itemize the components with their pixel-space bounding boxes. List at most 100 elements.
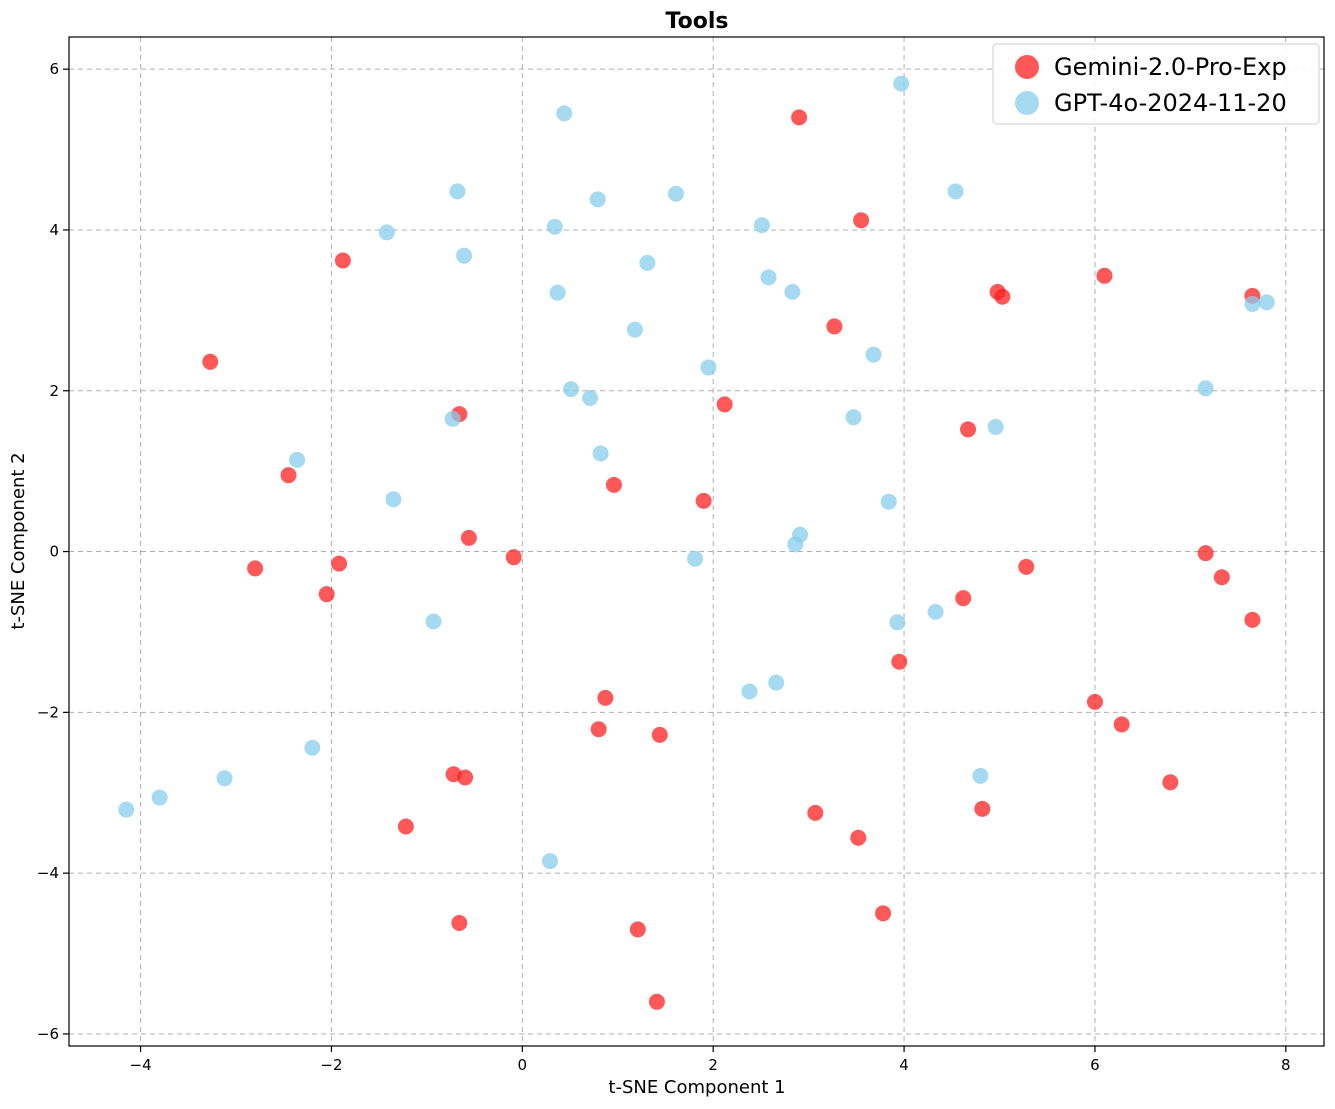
y-tick-label: 6 xyxy=(49,60,59,78)
data-point-gpt xyxy=(768,674,785,691)
data-point-gpt xyxy=(753,217,770,234)
data-point-gemini xyxy=(826,318,843,335)
data-point-gemini xyxy=(451,914,468,931)
data-point-gemini xyxy=(247,560,264,577)
data-point-gemini xyxy=(648,993,665,1010)
data-point-gemini xyxy=(280,467,297,484)
y-tick-label: 2 xyxy=(49,382,59,400)
chart-title: Tools xyxy=(666,9,729,34)
data-point-gpt xyxy=(378,224,395,241)
data-point-gpt xyxy=(741,683,758,700)
data-point-gemini xyxy=(1086,693,1103,710)
data-point-gpt xyxy=(549,284,566,301)
data-point-gpt xyxy=(385,491,402,508)
data-point-gpt xyxy=(700,359,717,376)
x-tick-label: −4 xyxy=(130,1056,152,1074)
data-point-gemini xyxy=(629,921,646,938)
data-point-gemini xyxy=(1096,267,1113,284)
data-point-gpt xyxy=(589,191,606,208)
x-tick-label: 4 xyxy=(899,1056,909,1074)
data-point-gemini xyxy=(202,353,219,370)
data-point-gemini xyxy=(460,529,477,546)
data-point-gemini xyxy=(318,586,335,603)
data-point-gemini xyxy=(651,726,668,743)
x-tick-label: −2 xyxy=(320,1056,342,1074)
data-point-gemini xyxy=(695,492,712,509)
data-point-gpt xyxy=(542,853,559,870)
data-point-gpt xyxy=(444,410,461,427)
data-point-gpt xyxy=(784,283,801,300)
data-point-gpt xyxy=(667,185,684,202)
data-point-gpt xyxy=(456,247,473,264)
data-point-gemini xyxy=(1244,611,1261,628)
legend-marker-gpt xyxy=(1015,91,1039,115)
x-axis-label: t-SNE Component 1 xyxy=(608,1077,785,1098)
data-point-gpt xyxy=(893,75,910,92)
data-point-gemini xyxy=(994,288,1011,305)
data-point-gemini xyxy=(960,421,977,438)
data-point-gpt xyxy=(118,801,135,818)
data-point-gpt xyxy=(304,739,321,756)
data-point-gemini xyxy=(791,109,808,126)
data-point-gpt xyxy=(760,269,777,286)
data-point-gpt xyxy=(425,613,442,630)
data-point-gpt xyxy=(592,445,609,462)
data-point-gpt xyxy=(787,536,804,553)
data-point-gemini xyxy=(397,818,414,835)
data-point-gpt xyxy=(556,105,573,122)
data-point-gemini xyxy=(891,653,908,670)
data-point-gemini xyxy=(505,549,522,566)
data-point-gpt xyxy=(1258,294,1275,311)
y-tick-label: 0 xyxy=(49,543,59,561)
data-point-gpt xyxy=(449,183,466,200)
legend-box xyxy=(992,43,1320,125)
y-tick-label: 4 xyxy=(49,221,59,239)
data-point-gpt xyxy=(972,767,989,784)
data-point-gpt xyxy=(546,218,563,235)
data-point-gemini xyxy=(331,555,348,572)
data-point-gemini xyxy=(1197,545,1214,562)
legend: Gemini-2.0-Pro-Exp GPT-4o-2024-11-20 xyxy=(992,43,1320,125)
data-point-gpt xyxy=(289,451,306,468)
data-point-gemini xyxy=(955,590,972,607)
data-point-gemini xyxy=(716,396,733,413)
data-point-gpt xyxy=(1197,380,1214,397)
data-point-gpt xyxy=(639,254,656,271)
y-tick-label: −6 xyxy=(37,1025,59,1043)
data-point-gemini xyxy=(334,252,351,269)
data-point-gpt xyxy=(687,550,704,567)
data-point-gpt xyxy=(947,183,964,200)
x-tick-label: 2 xyxy=(708,1056,718,1074)
axis-ticks: −4 −2 0 2 4 6 8 −6 −4 −2 0 2 4 6 xyxy=(37,60,1291,1074)
data-point-gemini xyxy=(605,476,622,493)
data-point-gemini xyxy=(875,905,892,922)
data-point-gpt xyxy=(151,789,168,806)
data-point-gpt xyxy=(626,321,643,338)
data-point-gemini xyxy=(853,212,870,229)
data-points xyxy=(118,75,1275,1010)
data-point-gpt xyxy=(880,493,897,510)
data-point-gemini xyxy=(597,689,614,706)
y-tick-label: −2 xyxy=(37,703,59,721)
legend-label-gpt: GPT-4o-2024-11-20 xyxy=(1054,89,1287,117)
y-axis-label: t-SNE Component 2 xyxy=(8,452,29,629)
data-point-gpt xyxy=(582,389,599,406)
data-point-gemini xyxy=(457,769,474,786)
data-point-gpt xyxy=(563,381,579,398)
data-point-gemini xyxy=(807,804,824,821)
data-point-gemini xyxy=(1113,716,1130,733)
data-point-gemini xyxy=(974,800,991,817)
data-point-gemini xyxy=(1162,774,1179,791)
data-point-gpt xyxy=(1244,295,1261,312)
data-point-gemini xyxy=(1213,569,1230,586)
legend-label-gemini: Gemini-2.0-Pro-Exp xyxy=(1054,53,1287,81)
data-point-gpt xyxy=(845,409,862,426)
data-point-gpt xyxy=(889,614,906,631)
series-gpt xyxy=(118,75,1275,870)
legend-marker-gemini xyxy=(1015,55,1039,79)
plot-frame xyxy=(68,36,1325,1047)
data-point-gpt xyxy=(987,418,1004,435)
data-point-gpt xyxy=(865,346,882,363)
